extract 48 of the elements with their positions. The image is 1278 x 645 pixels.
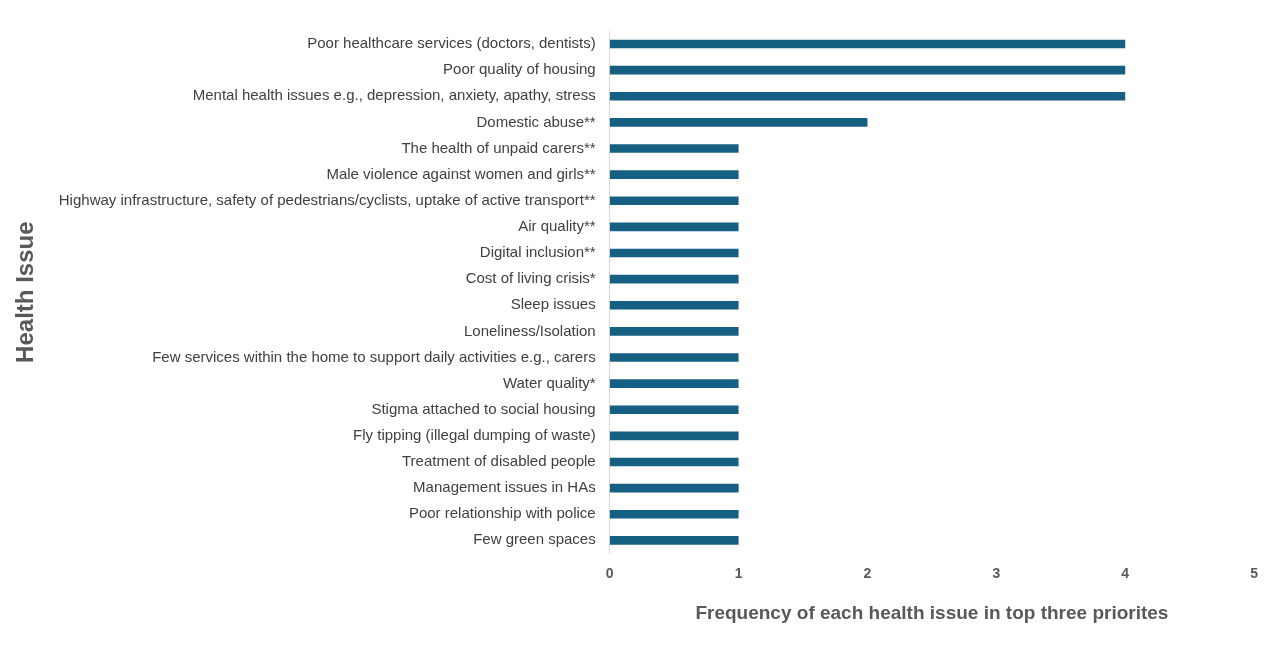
y-tick-label: Sleep issues [510, 295, 596, 313]
y-tick-label: Stigma attached to social housing [371, 399, 596, 417]
y-tick-label: Poor healthcare services (doctors, dentists) [307, 34, 596, 52]
x-tick-label: 4 [1121, 564, 1130, 581]
y-tick-label: Fly tipping (illegal dumping of waste) [353, 426, 596, 443]
bar [609, 170, 739, 179]
bar [609, 353, 739, 362]
bar [609, 248, 739, 258]
y-axis-title: Health Issue [11, 221, 39, 363]
y-tick-label: Loneliness/Isolation [463, 321, 596, 339]
bar [609, 222, 739, 232]
bar [609, 118, 868, 127]
y-tick-label: Highway infrastructure, safety of pedestrians/cyclists, uptake of active transport** [58, 190, 596, 208]
y-tick-label: Cost of living crisis* [465, 269, 596, 287]
y-tick-label: Water quality* [502, 373, 596, 391]
y-tick-label: Poor relationship with police [408, 504, 596, 522]
bar [609, 91, 1126, 101]
x-tick-label: 1 [734, 564, 743, 581]
y-tick-label: Air quality** [518, 217, 596, 235]
x-axis-title: Frequency of each health issue in top three priorites [695, 601, 1169, 623]
bar [609, 65, 1126, 75]
x-tick-label: 0 [605, 564, 614, 581]
y-tick-label: Mental health issues e.g., depression, anxiety, apathy, stress [192, 86, 596, 104]
bar [609, 379, 739, 388]
y-tick-label: Few green spaces [473, 530, 596, 548]
bar [609, 274, 739, 284]
bar [609, 509, 739, 519]
bar [609, 483, 739, 493]
bar [609, 431, 739, 441]
x-tick-label: 5 [1250, 564, 1259, 581]
bar [609, 405, 739, 415]
x-tick-label: 3 [992, 564, 1001, 581]
bar [609, 327, 739, 336]
bar [609, 457, 739, 467]
y-tick-label: Management issues in HAs [413, 478, 596, 496]
y-tick-label: Poor quality of housing [443, 60, 596, 78]
y-tick-label: Few services within the home to support daily activities e.g., carers [152, 347, 596, 365]
y-tick-label: The health of unpaid carers** [401, 138, 596, 156]
y-tick-label: Treatment of disabled people [401, 452, 596, 470]
y-tick-label: Male violence against women and girls** [326, 164, 596, 182]
x-tick-label: 2 [863, 564, 872, 581]
bar [609, 536, 739, 545]
y-tick-label: Domestic abuse** [476, 112, 596, 130]
bar [609, 39, 1126, 49]
y-tick-label: Digital inclusion** [479, 243, 596, 261]
bar [609, 196, 739, 206]
bar [609, 300, 739, 310]
bar [609, 144, 739, 153]
